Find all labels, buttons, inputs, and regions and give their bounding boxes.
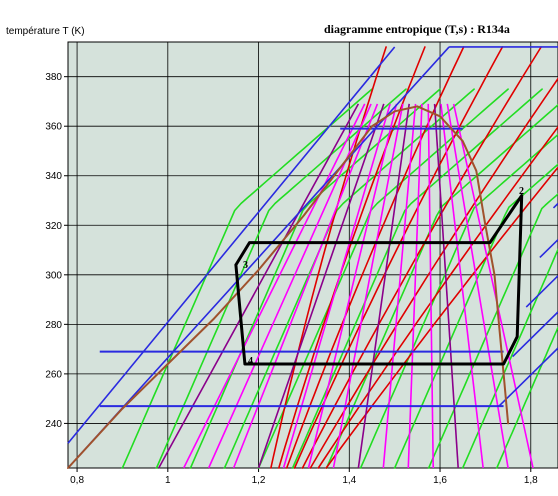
isenthalpic-vapor-line (155, 88, 407, 469)
isochore-line (309, 77, 558, 469)
isenthalpic-line (282, 103, 391, 469)
isenthalpic-line (232, 103, 379, 469)
isenthalpic-line (446, 103, 509, 469)
x-tick-label: 1,6 (433, 475, 447, 486)
thermodynamic-cycle (234, 194, 524, 366)
isenthalpic-line (307, 103, 398, 469)
isenthalpic-vapor-line (257, 88, 509, 469)
y-tick-label: 340 (45, 171, 62, 182)
isochore-line (285, 46, 465, 469)
isenthalpic-line (452, 103, 534, 469)
isenthalpic-line (332, 103, 404, 469)
isobar-line (498, 347, 558, 407)
isochore-line (270, 46, 387, 469)
y-tick-label: 380 (45, 72, 62, 83)
x-tick-label: 1,2 (252, 475, 266, 486)
isenthalpic-line (433, 103, 459, 469)
isochore-line (277, 46, 426, 469)
y-tick-label: 300 (45, 270, 62, 281)
saturation-dome (67, 105, 510, 469)
cycle-point-3-label: 3 (243, 260, 248, 271)
isenthalpic-vapor-line (427, 193, 558, 469)
chart-title: diagramme entropique (T,s) : R134a (324, 22, 510, 36)
x-tick-label: 0,8 (70, 475, 84, 486)
isenthalpic-line (407, 103, 423, 469)
x-tick-label: 1,8 (524, 475, 538, 486)
isobar-line (539, 239, 558, 259)
y-tick-label: 280 (45, 320, 62, 331)
isochore-line (325, 166, 558, 469)
x-tick-label: 1,4 (342, 475, 356, 486)
isenthalpic-line (182, 103, 366, 469)
isenthalpic-vapor-line (223, 88, 475, 469)
x-tick-label: 1 (165, 475, 171, 486)
isenthalpic-line (440, 103, 484, 469)
isenthalpic-line (382, 103, 417, 469)
isobar-line (512, 311, 558, 358)
plot-area (68, 42, 558, 468)
y-tick-label: 320 (45, 221, 62, 232)
isenthalpic-vapor-line (325, 104, 558, 469)
isenthalpic-line (357, 103, 410, 469)
isochore-line (317, 125, 558, 469)
y-axis-label: température T (K) (6, 26, 85, 37)
isenthalpic-line (427, 103, 435, 469)
isenthalpic-line (207, 103, 372, 469)
cycle-point-2-label: 2 (519, 186, 524, 197)
isenthalpic-line (257, 103, 385, 469)
isenthalpic-line (158, 103, 360, 469)
plot-frame (67, 41, 558, 469)
y-tick-label: 240 (45, 419, 62, 430)
isenthalpic-vapor-line (291, 88, 543, 469)
cycle-point-4-label: 4 (248, 356, 253, 367)
y-tick-label: 260 (45, 369, 62, 380)
isobar-line (67, 46, 396, 444)
isobar-line (552, 202, 558, 209)
isobar-line (525, 275, 558, 308)
isenthalpic-vapor-line (495, 326, 558, 469)
y-tick-label: 360 (45, 122, 62, 133)
